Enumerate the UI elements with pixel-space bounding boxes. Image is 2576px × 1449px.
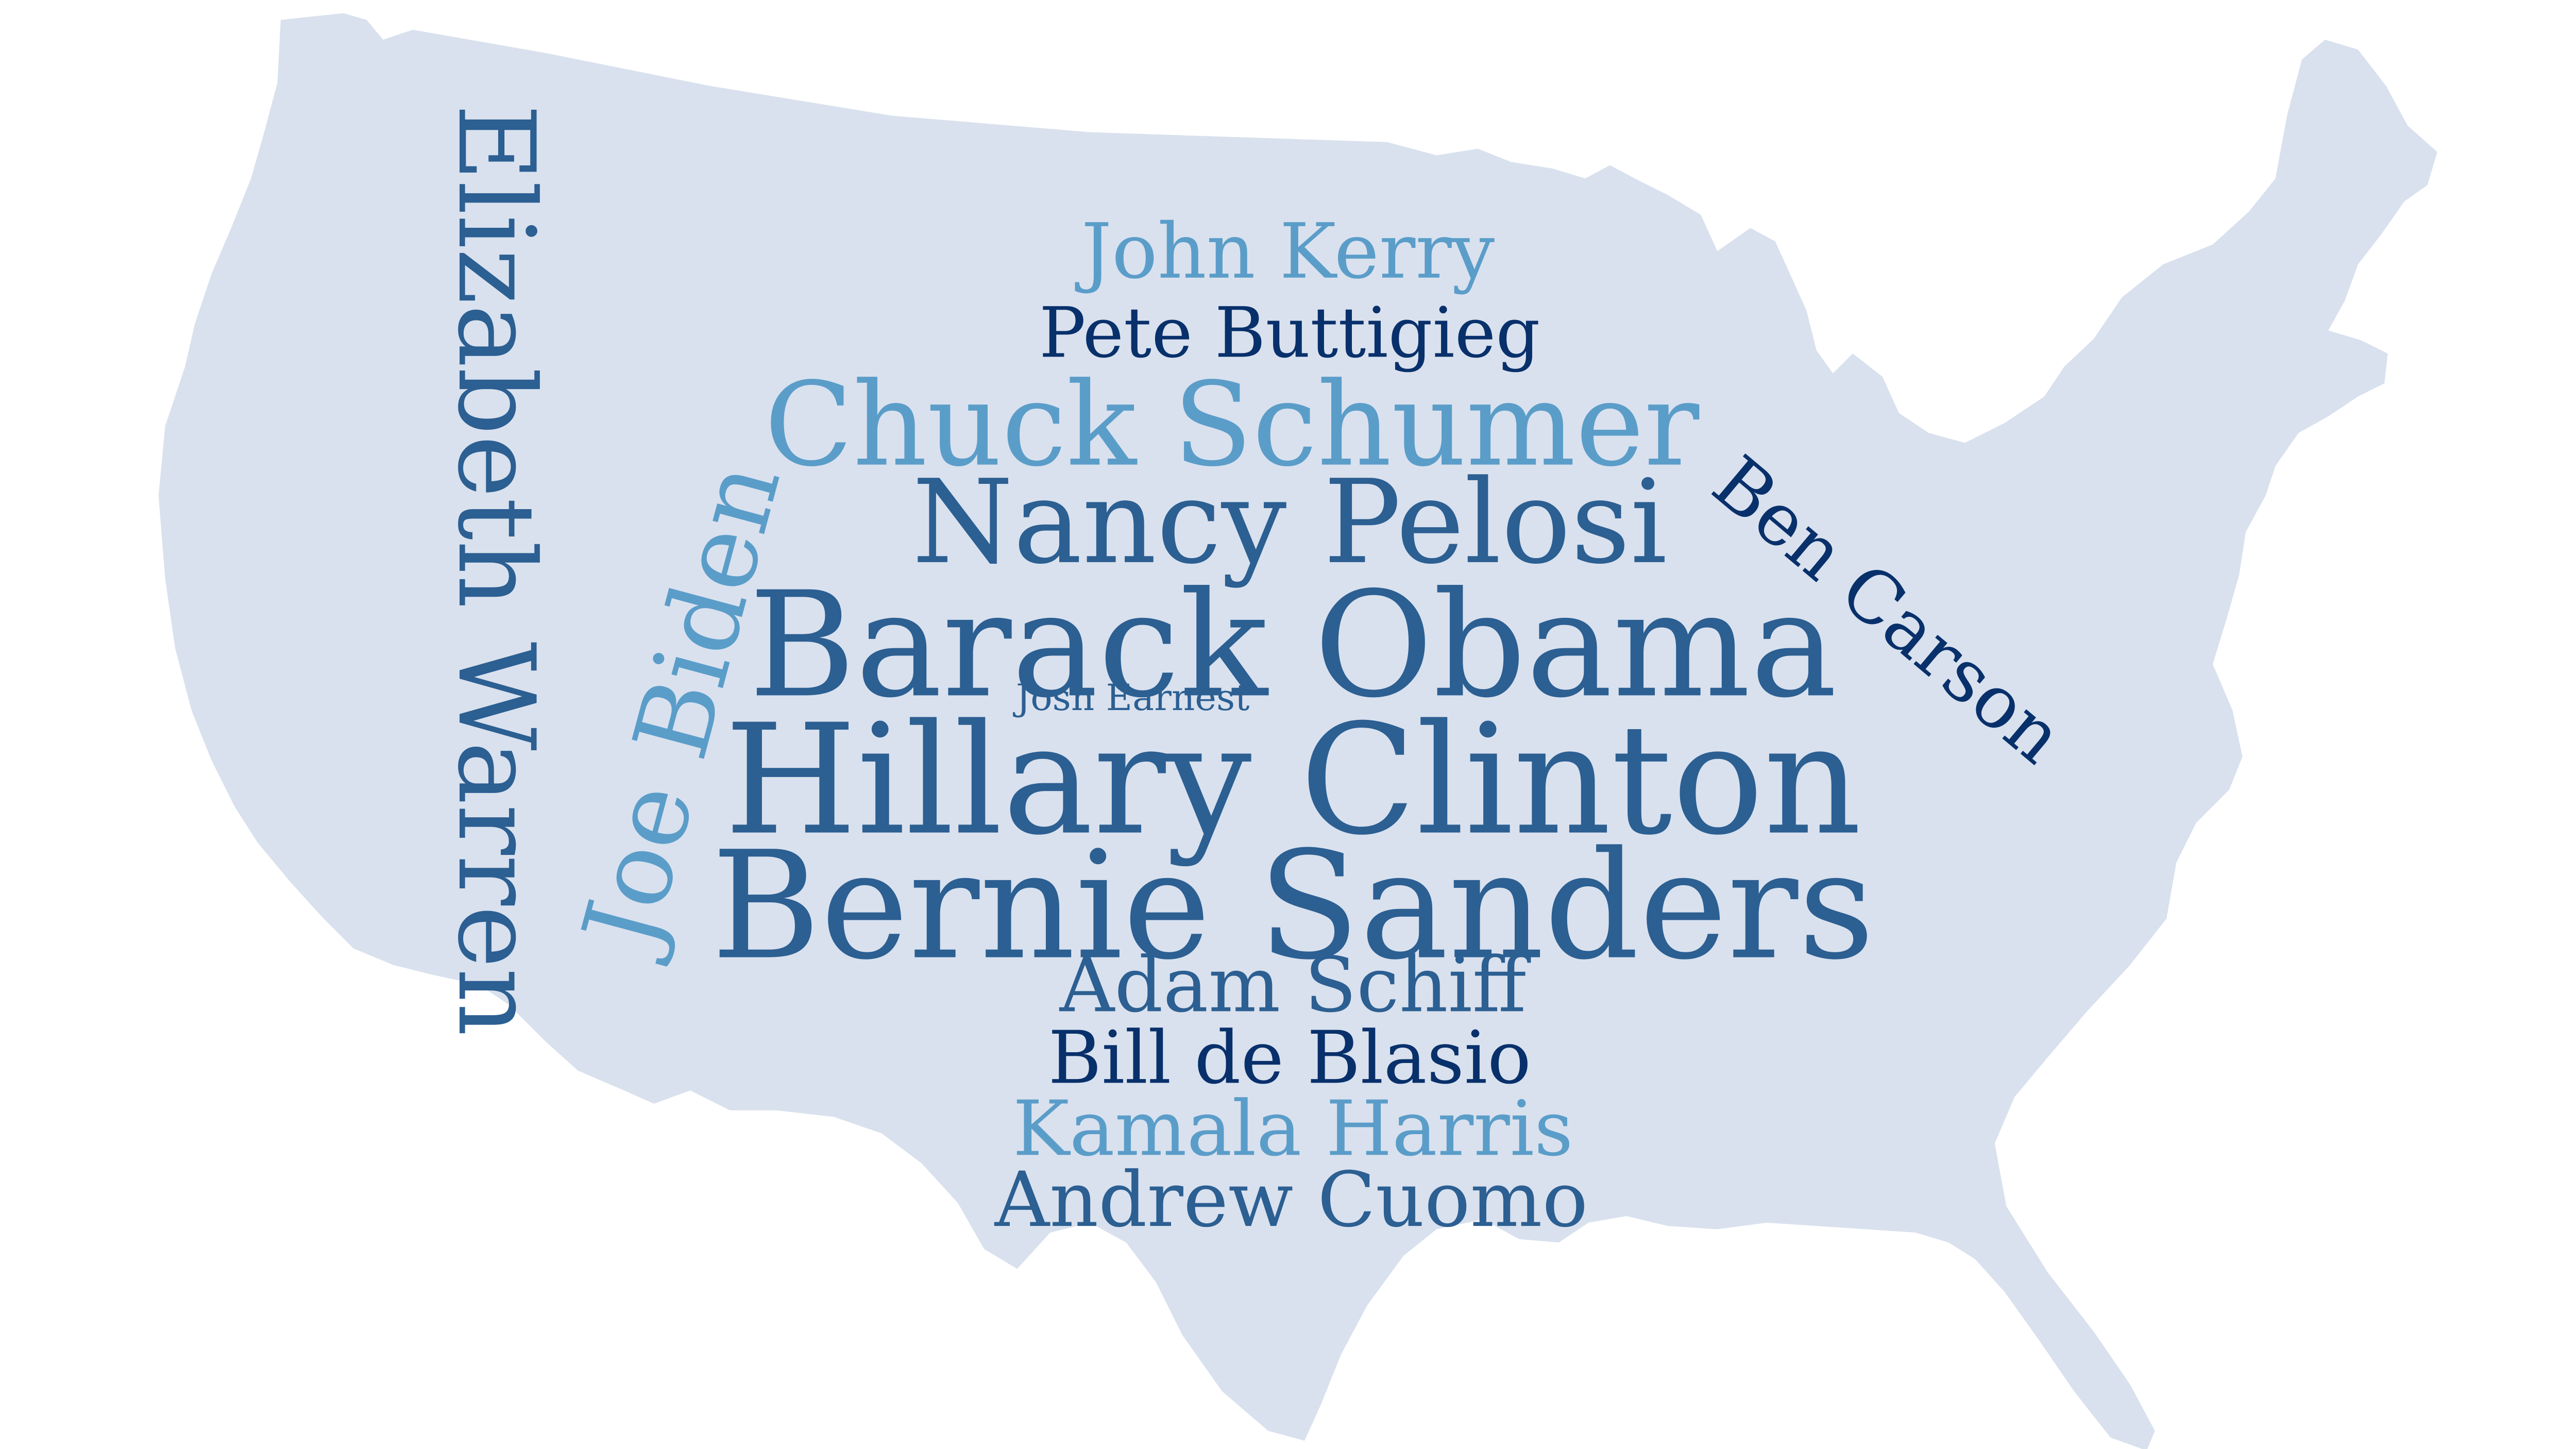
- word-hillary-clinton: Hillary Clinton: [724, 692, 1861, 869]
- word-barack-obama: Barack Obama: [749, 560, 1837, 730]
- word-andrew-cuomo: Andrew Cuomo: [994, 1155, 1588, 1244]
- word-kamala-harris: Kamala Harris: [1013, 1084, 1573, 1173]
- word-elizabeth-warren: Elizabeth Warren: [434, 104, 557, 1036]
- word-adam-schiff: Adam Schiff: [1059, 940, 1531, 1029]
- word-pete-buttigieg: Pete Buttigieg: [1039, 292, 1540, 373]
- us-map-silhouette: [158, 13, 2437, 1449]
- word-josh-earnest: Josh Earnest: [1013, 677, 1250, 719]
- word-bill-de-blasio: Bill de Blasio: [1048, 1016, 1531, 1100]
- word-nancy-pelosi: Nancy Pelosi: [912, 455, 1667, 589]
- word-bernie-sanders: Bernie Sanders: [711, 820, 1875, 993]
- word-john-kerry: John Kerry: [1075, 207, 1495, 296]
- word-chuck-schumer: Chuck Schumer: [765, 358, 1700, 492]
